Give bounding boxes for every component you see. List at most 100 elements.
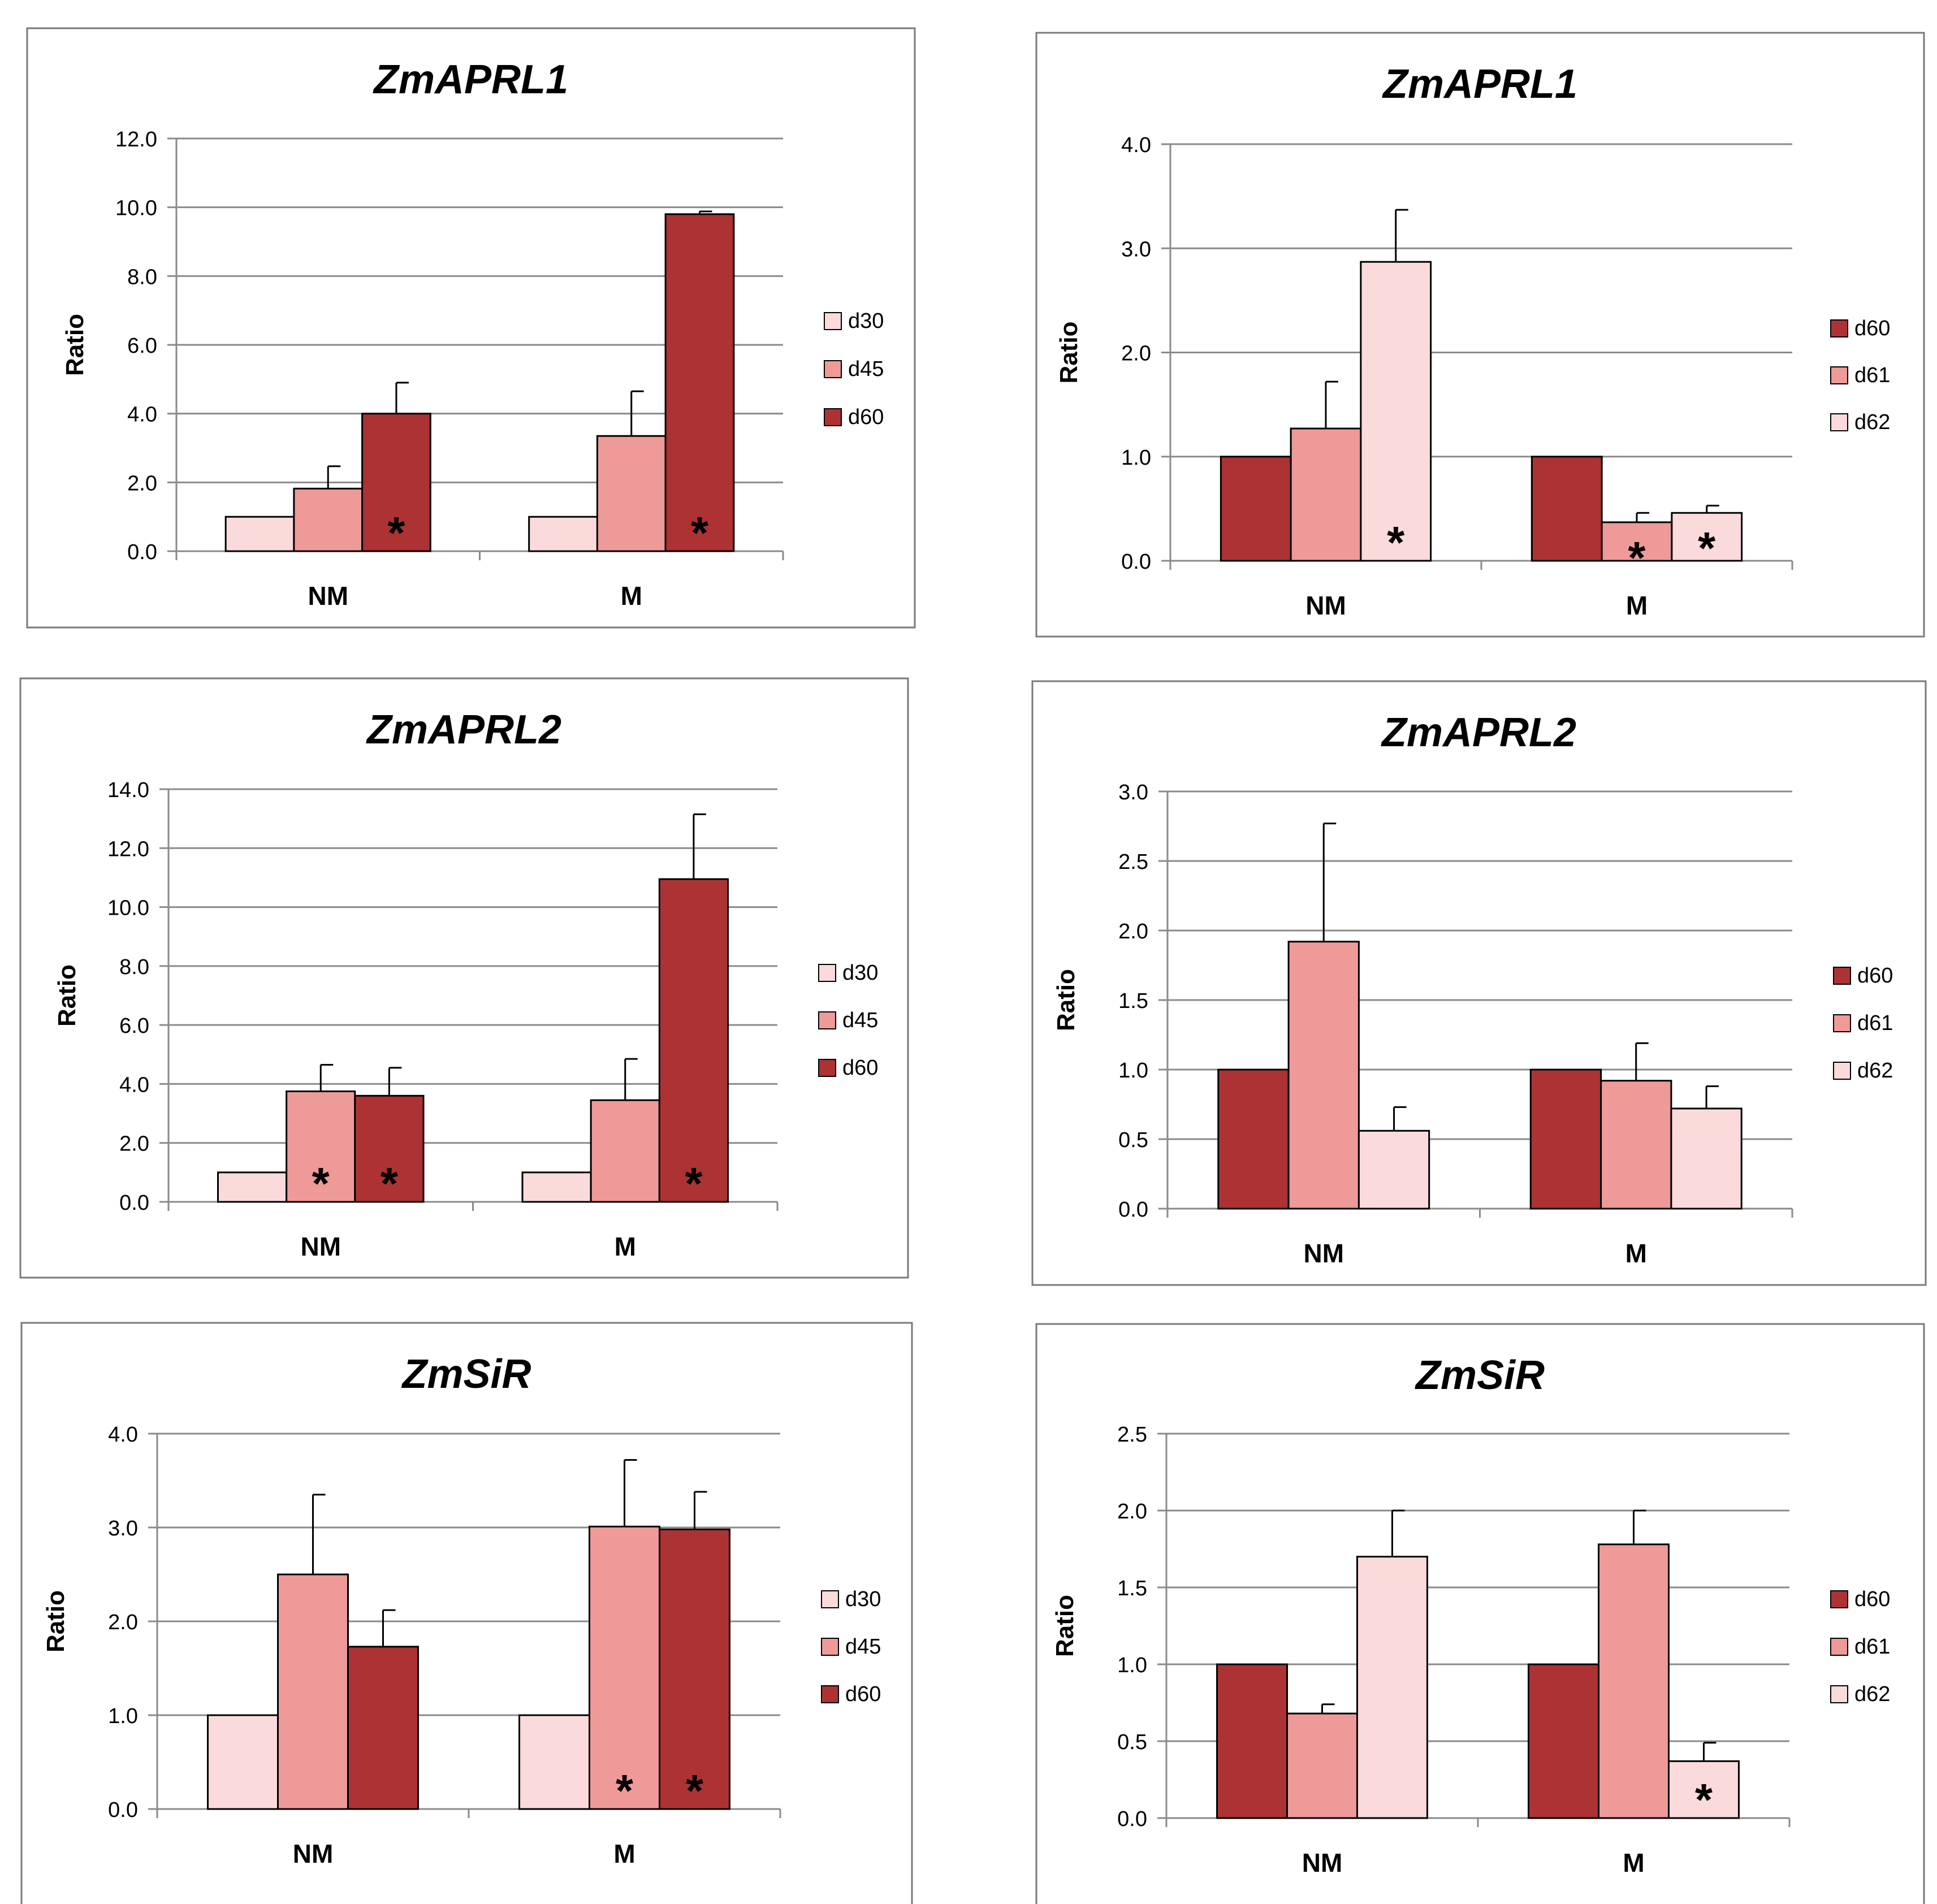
y-tick-label: 6.0 (119, 1014, 149, 1038)
significance-marker: * (1695, 1775, 1713, 1825)
bar-d60-M (658, 1528, 730, 1810)
legend-label: d60 (1857, 964, 1893, 988)
legend-swatch-d61 (1830, 1638, 1848, 1656)
bar-d60-M (1529, 1068, 1602, 1210)
y-tick-label: 4.0 (108, 1423, 138, 1447)
bar-d61-NM (1286, 1712, 1358, 1819)
legend-swatch-d60 (824, 408, 842, 426)
y-tick-label: 1.0 (1118, 1059, 1148, 1083)
legend-label: d60 (842, 1056, 878, 1080)
legend-label: d60 (1854, 317, 1890, 340)
legend-swatch-d60 (818, 1059, 836, 1077)
legend-swatch-d61 (1833, 1014, 1851, 1032)
legend-swatch-d30 (818, 964, 836, 982)
bar-d62-M (1667, 1760, 1740, 1819)
legend-label: d45 (842, 1009, 878, 1032)
significance-marker: * (685, 1158, 703, 1209)
chart-title: ZmAPRL2 (366, 707, 561, 752)
significance-marker: * (616, 1765, 634, 1816)
y-axis-label: Ratio (1055, 322, 1083, 384)
chart-frame (26, 27, 916, 629)
x-tick-label: NM (1305, 591, 1346, 620)
y-tick-label: 12.0 (115, 128, 157, 152)
x-tick-label: NM (1303, 1239, 1344, 1268)
x-tick-label: M (1626, 591, 1648, 620)
y-tick-label: 2.5 (1117, 1423, 1147, 1447)
chart-title: ZmAPRL2 (1381, 710, 1576, 755)
bar-d62-NM (1360, 261, 1432, 562)
y-tick-label: 14.0 (107, 778, 149, 802)
chart-frame (19, 677, 909, 1279)
y-tick-label: 1.0 (1121, 446, 1151, 470)
bar-d30-M (528, 516, 598, 552)
bar-d60-NM (1220, 456, 1292, 562)
y-tick-label: 6.0 (127, 334, 157, 358)
y-axis-label: Ratio (61, 314, 89, 376)
legend-swatch-d60 (1830, 319, 1848, 337)
y-tick-label: 3.0 (108, 1517, 138, 1540)
bar-d60-M (1528, 1663, 1600, 1819)
legend-swatch-d62 (1833, 1062, 1851, 1080)
y-tick-label: 4.0 (1121, 133, 1151, 157)
chart-panel-1: ZmAPRL1 0.0 2.0 4.0 6.0 8.0 10.0 12.0 Ratio * NM * M… (26, 27, 916, 629)
legend-label: d61 (1857, 1011, 1893, 1035)
bar-d30-M (518, 1714, 591, 1810)
y-axis-label: Ratio (53, 964, 81, 1027)
legend-swatch-d60 (1833, 967, 1851, 985)
significance-marker: * (387, 508, 405, 558)
legend-label: d62 (1857, 1059, 1893, 1083)
y-tick-label: 2.0 (119, 1132, 149, 1156)
bar-d60-M (664, 213, 735, 552)
bar-d60-M (658, 878, 729, 1203)
bar-d30-NM (207, 1714, 279, 1810)
y-tick-label: 2.0 (108, 1611, 138, 1634)
x-tick-label: NM (308, 581, 348, 611)
y-tick-label: 0.0 (1117, 1807, 1147, 1831)
bar-d62-NM (1357, 1130, 1430, 1210)
bar-d61-NM (1287, 941, 1360, 1210)
legend-swatch-d45 (818, 1011, 836, 1029)
y-tick-label: 0.0 (1121, 550, 1151, 574)
x-tick-label: M (1623, 1848, 1644, 1877)
bar-d62-M (1670, 1107, 1743, 1210)
bar-d62-M (1671, 512, 1743, 562)
legend-label: d61 (1854, 364, 1890, 387)
chart-frame (20, 1322, 913, 1904)
chart-title: ZmSiR (1415, 1353, 1545, 1398)
legend-swatch-d60 (1830, 1590, 1848, 1608)
legend-label: d30 (842, 961, 878, 985)
bar-d61-M (1598, 1543, 1670, 1819)
y-tick-label: 2.0 (127, 471, 157, 495)
bar-d61-NM (1290, 427, 1362, 562)
legend-label: d30 (848, 309, 884, 333)
y-axis-label: Ratio (42, 1590, 70, 1652)
bar-d62-NM (1356, 1556, 1428, 1819)
y-tick-label: 2.0 (1117, 1500, 1147, 1524)
y-tick-label: 1.5 (1117, 1577, 1147, 1600)
legend-swatch-d60 (821, 1685, 839, 1703)
y-tick-label: 0.5 (1118, 1128, 1148, 1152)
y-tick-label: 2.0 (1118, 920, 1148, 944)
significance-marker: * (381, 1158, 399, 1209)
legend-label: d45 (845, 1635, 881, 1659)
x-tick-label: NM (300, 1232, 341, 1261)
y-tick-label: 3.0 (1121, 237, 1151, 261)
legend-swatch-d30 (821, 1590, 839, 1608)
y-tick-label: 8.0 (127, 265, 157, 289)
bar-d61-M (1600, 1080, 1672, 1210)
y-tick-label: 0.0 (1118, 1198, 1148, 1222)
legend-swatch-d62 (1830, 1685, 1848, 1703)
legend-swatch-d45 (821, 1638, 839, 1656)
y-tick-label: 2.0 (1121, 342, 1151, 366)
y-tick-label: 3.0 (1118, 781, 1148, 804)
x-tick-label: M (621, 581, 642, 611)
significance-marker: * (1698, 523, 1716, 573)
legend-swatch-d62 (1830, 413, 1848, 431)
significance-marker: * (686, 1765, 704, 1816)
y-tick-label: 12.0 (107, 837, 149, 861)
y-tick-label: 0.5 (1117, 1730, 1147, 1754)
